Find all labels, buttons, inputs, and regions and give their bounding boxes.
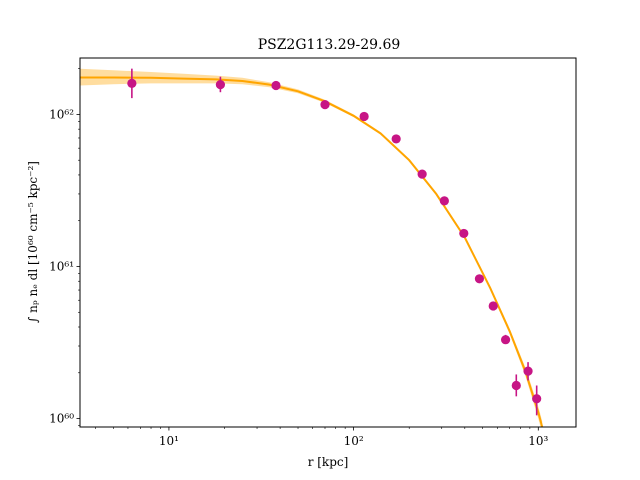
data-point [271, 80, 281, 91]
y-tick-label: 10⁶⁰ [49, 412, 74, 426]
data-point [459, 228, 469, 239]
data-point [523, 366, 533, 376]
plot-frame [79, 57, 577, 428]
axes: 10¹ 10² 10³ 10⁶⁰ 10⁶¹ 10⁶² [49, 68, 549, 448]
data-point [391, 134, 401, 144]
chart-title: PSZ2G113.29-29.69 [258, 37, 401, 53]
data-point [359, 111, 369, 122]
x-axis-label: r [kpc] [308, 455, 349, 469]
plot-content [80, 68, 544, 427]
model-confidence-band [80, 68, 543, 427]
plot-area [80, 68, 544, 427]
data-point [439, 196, 449, 206]
data-point [215, 80, 226, 90]
y-axis-label: ∫ nₚ nₑ dl [10⁶⁰ cm⁻⁵ kpc⁻²] [26, 161, 40, 323]
data-point [474, 274, 485, 284]
y-tick-label: 10⁶¹ [49, 259, 74, 273]
y-tick-label: 10⁶² [49, 107, 74, 121]
x-tick-label: 10³ [528, 434, 548, 448]
data-point [500, 335, 511, 345]
data-point [511, 380, 521, 391]
data-point [488, 301, 498, 311]
data-point [127, 78, 137, 88]
x-tick-label: 10² [344, 434, 364, 448]
data-point [417, 169, 427, 179]
data-point [320, 100, 330, 110]
x-tick-label: 10¹ [159, 434, 179, 448]
data-point [532, 394, 542, 404]
model-line [80, 76, 544, 427]
